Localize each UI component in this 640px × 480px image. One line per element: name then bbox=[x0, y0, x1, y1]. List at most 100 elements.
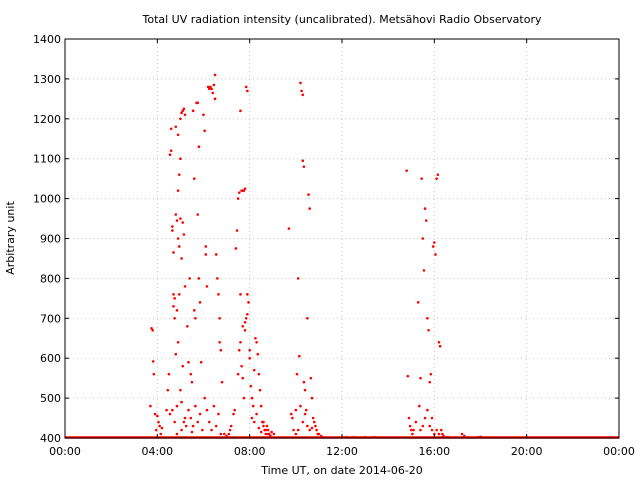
data-point bbox=[315, 428, 318, 432]
data-point bbox=[431, 245, 435, 248]
x-tick-label: 20:00 bbox=[511, 445, 543, 458]
data-point bbox=[309, 376, 313, 380]
data-point bbox=[176, 237, 180, 240]
data-point bbox=[420, 177, 423, 180]
data-point bbox=[234, 247, 238, 250]
data-point bbox=[239, 293, 242, 296]
data-point bbox=[187, 408, 190, 412]
data-point bbox=[442, 434, 445, 438]
data-point bbox=[190, 380, 194, 384]
data-point bbox=[214, 424, 218, 428]
data-point bbox=[428, 380, 432, 384]
data-point bbox=[314, 424, 317, 428]
data-point bbox=[301, 420, 305, 424]
data-point bbox=[306, 424, 309, 428]
data-point bbox=[179, 117, 182, 121]
data-point bbox=[306, 317, 309, 320]
data-point bbox=[156, 414, 159, 418]
data-point bbox=[414, 420, 418, 424]
data-point bbox=[248, 356, 251, 360]
data-point bbox=[250, 416, 254, 420]
data-point bbox=[205, 285, 209, 288]
data-point bbox=[319, 434, 323, 438]
data-point bbox=[243, 320, 247, 324]
data-point bbox=[236, 372, 240, 376]
data-point bbox=[174, 125, 178, 129]
axis-ticks: 400 500 600 700 800 900 1000 1100 1200 1300 1400 00… bbox=[33, 33, 635, 458]
data-point bbox=[152, 372, 156, 376]
data-point bbox=[237, 191, 241, 194]
data-point bbox=[254, 336, 257, 340]
data-point bbox=[416, 301, 420, 304]
data-point bbox=[243, 187, 247, 190]
data-point bbox=[210, 428, 213, 432]
y-tick-label: 1100 bbox=[33, 153, 61, 166]
data-point bbox=[168, 153, 172, 157]
data-point bbox=[192, 177, 196, 180]
data-point bbox=[437, 340, 441, 344]
x-tick-label: 08:00 bbox=[234, 445, 266, 458]
data-point bbox=[196, 213, 200, 216]
data-point bbox=[169, 127, 173, 131]
data-point bbox=[190, 430, 194, 434]
data-point bbox=[172, 251, 175, 254]
data-point bbox=[198, 301, 202, 304]
data-point bbox=[310, 396, 314, 400]
y-tick-label: 1200 bbox=[33, 113, 61, 126]
data-point bbox=[299, 81, 302, 85]
data-point bbox=[292, 428, 295, 432]
y-tick-label: 1000 bbox=[33, 193, 61, 206]
data-point bbox=[427, 328, 430, 332]
data-point bbox=[424, 219, 428, 222]
data-point bbox=[235, 229, 239, 232]
data-point bbox=[218, 340, 221, 344]
data-point bbox=[204, 253, 208, 256]
data-point bbox=[173, 297, 176, 300]
data-point bbox=[310, 426, 314, 430]
data-point bbox=[172, 293, 175, 296]
data-point bbox=[175, 309, 179, 312]
data-point bbox=[174, 213, 178, 216]
data-point bbox=[304, 408, 308, 412]
data-point bbox=[205, 408, 209, 412]
data-point bbox=[302, 380, 306, 384]
data-point bbox=[255, 412, 258, 416]
data-point bbox=[463, 434, 466, 438]
data-point bbox=[182, 420, 186, 424]
x-axis-label: Time UT, on date 2014-06-20 bbox=[260, 464, 423, 477]
data-point bbox=[430, 428, 434, 432]
data-point bbox=[294, 408, 298, 412]
data-point bbox=[313, 420, 316, 424]
data-point bbox=[179, 217, 182, 220]
data-point bbox=[198, 412, 202, 416]
data-point bbox=[183, 285, 187, 288]
y-tick-label: 1400 bbox=[33, 33, 61, 46]
data-point bbox=[183, 113, 187, 117]
data-point bbox=[311, 416, 315, 420]
data-point bbox=[196, 101, 200, 105]
data-point bbox=[172, 305, 175, 308]
data-point bbox=[232, 412, 235, 416]
data-point bbox=[303, 412, 307, 416]
data-point bbox=[266, 428, 270, 432]
data-point bbox=[171, 408, 174, 412]
data-point bbox=[169, 149, 173, 153]
data-point bbox=[297, 354, 301, 358]
data-point bbox=[165, 408, 168, 412]
data-point bbox=[167, 372, 171, 376]
data-point bbox=[187, 360, 190, 364]
data-point bbox=[209, 85, 212, 89]
data-point bbox=[423, 416, 427, 420]
data-point bbox=[177, 293, 181, 296]
data-point bbox=[411, 432, 414, 436]
data-point bbox=[175, 404, 179, 408]
data-point bbox=[251, 404, 255, 408]
data-point bbox=[302, 165, 306, 168]
data-point bbox=[428, 424, 432, 428]
data-point bbox=[246, 313, 249, 316]
data-point bbox=[259, 404, 263, 408]
data-point bbox=[421, 237, 425, 240]
data-point bbox=[192, 309, 196, 312]
data-point bbox=[180, 257, 183, 260]
data-point bbox=[174, 352, 178, 356]
